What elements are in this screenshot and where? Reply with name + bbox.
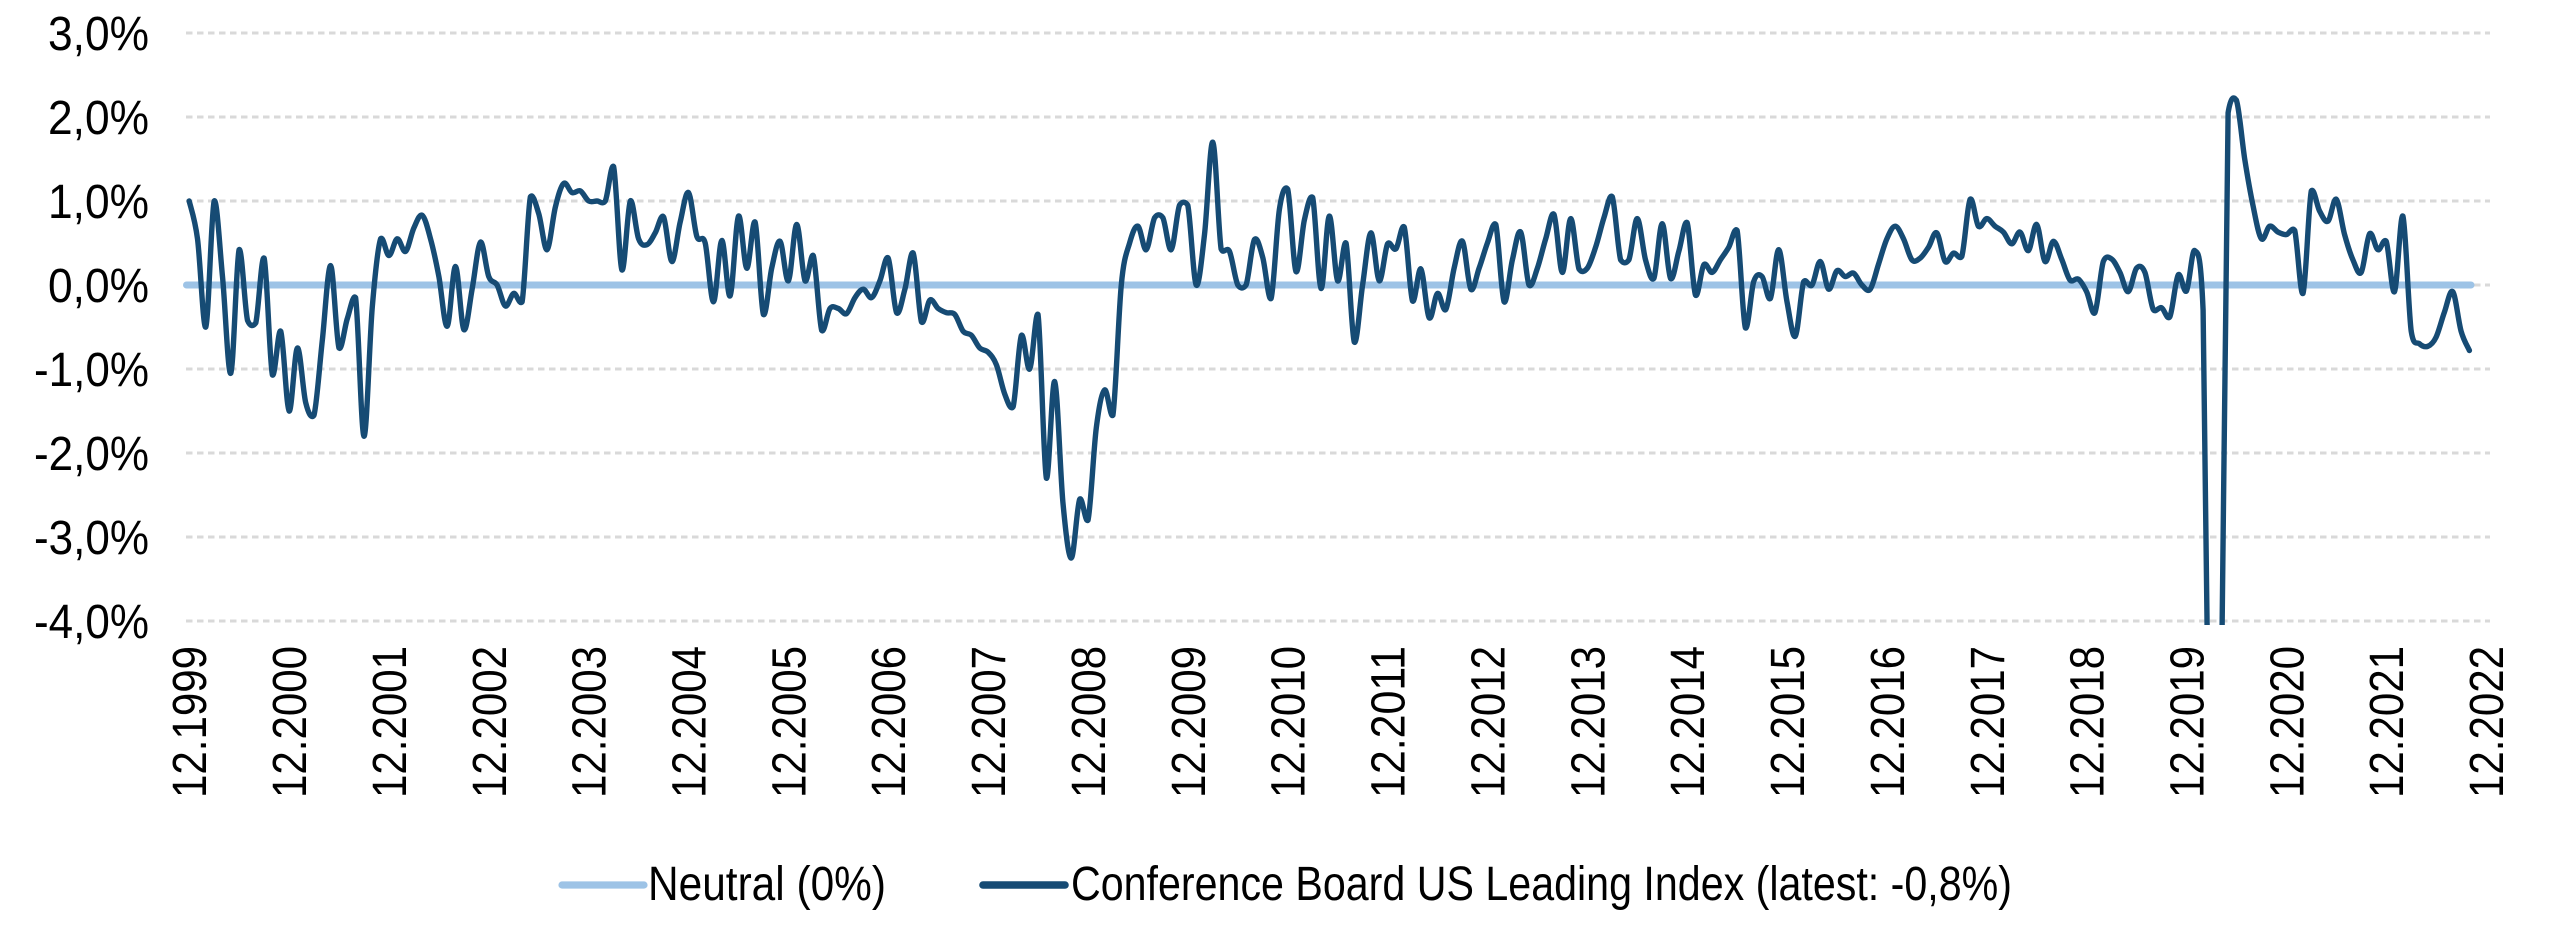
svg-text:12.2010: 12.2010	[1262, 646, 1316, 798]
svg-text:-1,0%: -1,0%	[34, 343, 149, 397]
svg-text:12.2006: 12.2006	[862, 646, 916, 798]
svg-text:12.2015: 12.2015	[1761, 646, 1815, 798]
svg-text:12.2016: 12.2016	[1861, 646, 1915, 798]
svg-text:Conference Board US Leading In: Conference Board US Leading Index (lates…	[1071, 857, 2012, 911]
svg-text:12.2019: 12.2019	[2161, 646, 2215, 798]
svg-text:12.2018: 12.2018	[2061, 646, 2115, 798]
svg-text:12.2003: 12.2003	[563, 646, 617, 798]
svg-text:1,0%: 1,0%	[48, 175, 149, 229]
svg-text:12.2012: 12.2012	[1461, 646, 1515, 798]
svg-text:3,0%: 3,0%	[48, 7, 149, 61]
svg-text:12.2009: 12.2009	[1162, 646, 1216, 798]
svg-text:12.2002: 12.2002	[463, 646, 517, 798]
svg-text:12.2008: 12.2008	[1062, 646, 1116, 798]
svg-text:12.2000: 12.2000	[263, 646, 317, 798]
svg-text:12.2022: 12.2022	[2460, 646, 2514, 798]
svg-text:-4,0%: -4,0%	[34, 595, 149, 649]
svg-text:12.2001: 12.2001	[363, 646, 417, 798]
svg-text:12.2020: 12.2020	[2260, 646, 2314, 798]
svg-text:12.2017: 12.2017	[1961, 646, 2015, 798]
svg-text:0,0%: 0,0%	[48, 259, 149, 313]
svg-text:12.1999: 12.1999	[163, 646, 217, 798]
svg-text:12.2014: 12.2014	[1661, 646, 1715, 798]
svg-text:-2,0%: -2,0%	[34, 427, 149, 481]
svg-text:12.2013: 12.2013	[1561, 646, 1615, 798]
svg-text:12.2004: 12.2004	[663, 646, 717, 798]
svg-text:-3,0%: -3,0%	[34, 511, 149, 565]
svg-text:12.2021: 12.2021	[2360, 646, 2414, 798]
svg-text:2,0%: 2,0%	[48, 91, 149, 145]
svg-text:12.2007: 12.2007	[962, 646, 1016, 798]
svg-text:Neutral (0%): Neutral (0%)	[648, 857, 886, 911]
svg-text:12.2005: 12.2005	[762, 646, 816, 798]
svg-text:12.2011: 12.2011	[1362, 646, 1416, 798]
